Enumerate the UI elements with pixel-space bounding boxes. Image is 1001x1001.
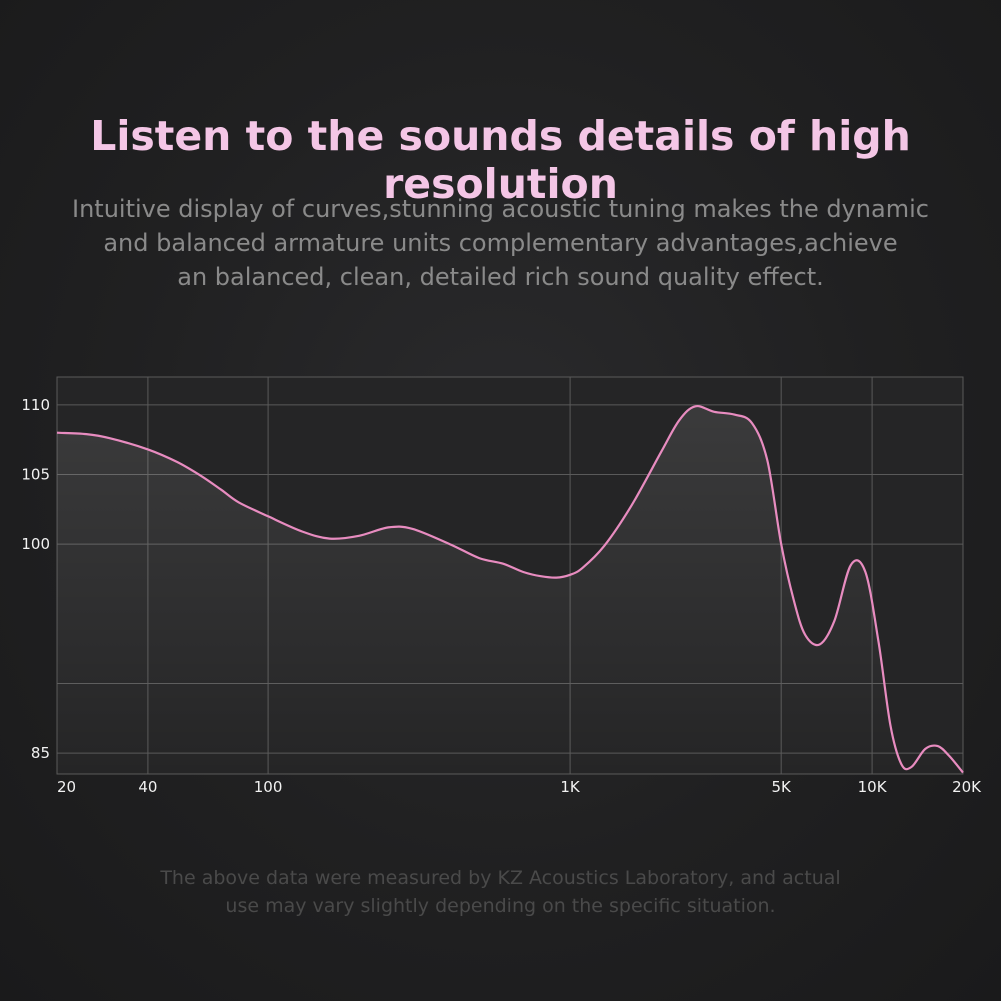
- x-tick-label: 20: [57, 778, 76, 796]
- x-axis-ticks: 20 40 100 1K 5K 10K 20K: [57, 778, 982, 796]
- x-tick-label: 40: [138, 778, 157, 796]
- y-tick-label: 100: [21, 535, 50, 553]
- x-tick-label: 10K: [858, 778, 888, 796]
- headline: Listen to the sounds details of high res…: [90, 112, 911, 208]
- y-tick-label: 110: [21, 396, 50, 414]
- response-curve: [56, 404, 964, 774]
- y-tick-label: 85: [31, 744, 50, 762]
- description-line: Intuitive display of curves,stunning aco…: [72, 195, 929, 223]
- response-area: [57, 406, 963, 774]
- y-tick-label: 105: [21, 466, 50, 484]
- x-tick-label: 20K: [952, 778, 982, 796]
- x-tick-label: 5K: [771, 778, 792, 796]
- disclaimer-line: use may vary slightly depending on the s…: [225, 895, 776, 917]
- x-tick-label: 100: [254, 778, 283, 796]
- disclaimer-line: The above data were measured by KZ Acous…: [160, 867, 841, 889]
- description: Intuitive display of curves,stunning aco…: [40, 192, 961, 294]
- disclaimer: The above data were measured by KZ Acous…: [0, 864, 1001, 920]
- y-axis-ticks: 110 105 100 85: [21, 396, 50, 762]
- description-line: and balanced armature units complementar…: [103, 229, 898, 257]
- description-line: an balanced, clean, detailed rich sound …: [177, 263, 824, 291]
- x-tick-label: 1K: [560, 778, 581, 796]
